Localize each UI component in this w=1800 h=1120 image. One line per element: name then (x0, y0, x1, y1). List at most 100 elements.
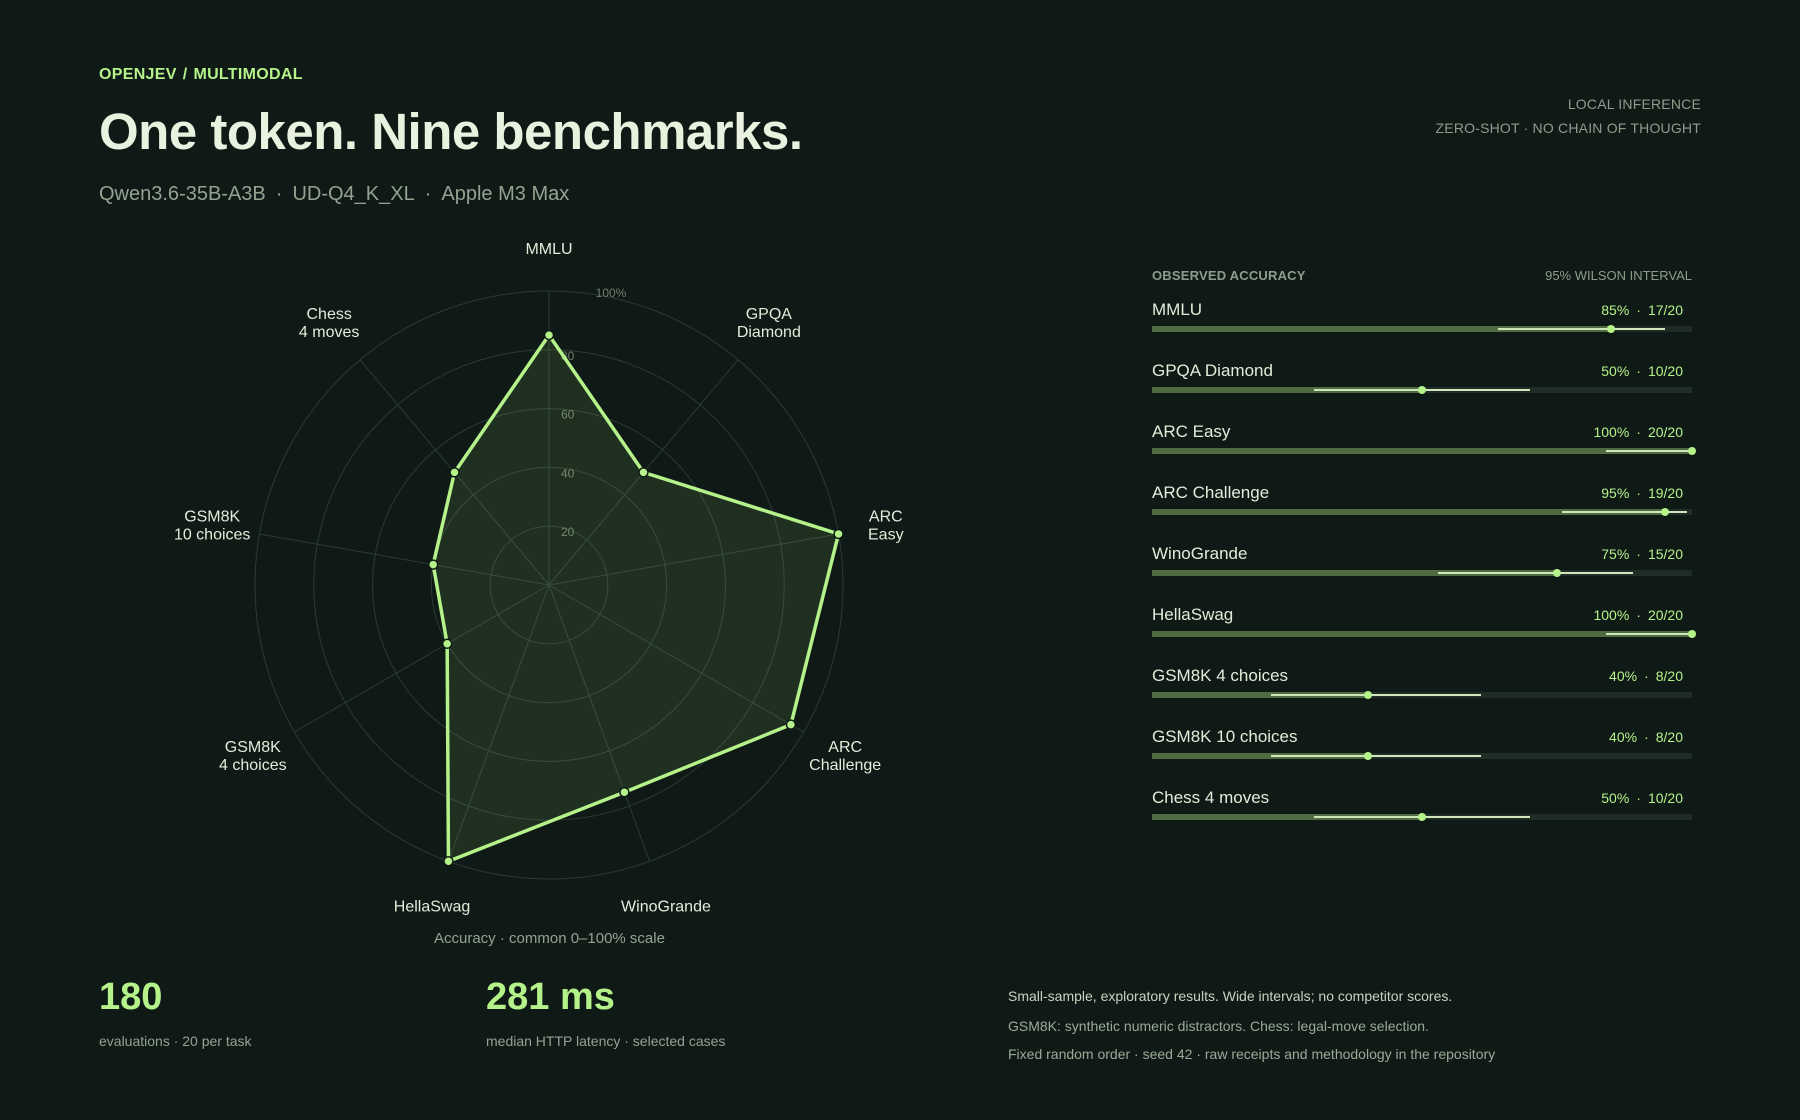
accuracy-row-value: 85% · 17/20 (1601, 302, 1683, 318)
radar-point (785, 719, 797, 730)
wilson-interval-line (1605, 633, 1692, 635)
value-separator: · (1636, 485, 1641, 501)
model-subtitle: Qwen3.6-35B-A3B · UD-Q4_K_XL · Apple M3 Max (99, 183, 569, 206)
value-separator: · (1644, 729, 1649, 745)
accuracy-count: 19/20 (1647, 485, 1683, 501)
radar-ring-label: 60 (561, 408, 575, 422)
accuracy-panel: OBSERVED ACCURACY 95% WILSON INTERVAL MM… (1152, 266, 1696, 821)
accuracy-row-value: 100% · 20/20 (1593, 607, 1683, 623)
run-settings: LOCAL INFERENCE ZERO-SHOT · NO CHAIN OF … (1436, 92, 1701, 140)
accuracy-point (1688, 630, 1696, 638)
accuracy-percent: 75% (1601, 546, 1630, 562)
accuracy-percent: 100% (1593, 607, 1630, 623)
radar-ring-label: 100% (596, 286, 627, 300)
radar-spoke (259, 533, 550, 586)
stat-value: 281 ms (486, 976, 615, 1018)
accuracy-panel-header: OBSERVED ACCURACY 95% WILSON INTERVAL (1152, 266, 1692, 296)
wilson-interval-line (1270, 755, 1482, 757)
accuracy-row-value: 40% · 8/20 (1609, 729, 1683, 745)
value-separator: · (1644, 668, 1649, 684)
accuracy-count: 8/20 (1655, 668, 1683, 684)
accuracy-row: ARC Easy 100% · 20/20 (1152, 378, 1696, 455)
radar-point (441, 638, 453, 650)
accuracy-count: 10/20 (1647, 790, 1683, 806)
accuracy-bar-fill (1152, 631, 1692, 637)
wilson-interval-line (1438, 572, 1633, 574)
accuracy-point (1688, 447, 1696, 455)
radar-spoke (447, 584, 550, 862)
accuracy-point (1418, 386, 1426, 394)
radar-ring-label: 40 (561, 466, 575, 480)
accuracy-row-label: GSM8K 10 choices (1152, 727, 1298, 746)
evaluations-stat: 180 evaluations · 20 per task (99, 976, 252, 1049)
radar-point (443, 856, 454, 867)
value-separator: · (1636, 302, 1641, 318)
accuracy-percent: 85% (1601, 302, 1630, 318)
radar-axis-label: ARC Challenge (809, 739, 881, 774)
accuracy-row-value: 40% · 8/20 (1609, 668, 1683, 684)
wilson-interval-line (1605, 450, 1692, 452)
accuracy-row-label: MMLU (1152, 300, 1203, 319)
value-separator: · (1636, 546, 1641, 562)
accuracy-row: GSM8K 10 choices 40% · 8/20 (1152, 683, 1692, 760)
accuracy-row-label: HellaSwag (1152, 605, 1234, 624)
hardware-name: Apple M3 Max (441, 183, 570, 205)
accuracy-point (1364, 691, 1372, 699)
accuracy-row-value: 50% · 10/20 (1601, 790, 1683, 806)
accuracy-row: GSM8K 4 choices 40% · 8/20 (1152, 622, 1692, 699)
accuracy-point (1364, 752, 1372, 760)
wilson-interval-line (1562, 511, 1687, 513)
radar-point (427, 559, 439, 570)
stat-value: 180 (99, 976, 163, 1018)
note-main: Small-sample, exploratory results. Wide … (1008, 988, 1453, 1004)
accuracy-row: Chess 4 moves 50% · 10/20 (1152, 744, 1692, 821)
breadcrumb: OPENJEV / MULTIMODAL (99, 66, 303, 84)
radar-axis-label: Chess 4 moves (299, 306, 359, 341)
radar-axis-label: GPQA Diamond (737, 306, 801, 341)
accuracy-row-value: 75% · 15/20 (1601, 546, 1683, 562)
radar-spoke (548, 533, 839, 586)
quantization-name: UD-Q4_K_XL (292, 183, 415, 205)
accuracy-percent: 40% (1609, 729, 1638, 745)
stat-label: median HTTP latency · selected cases (486, 1033, 726, 1049)
accuracy-bar-fill (1152, 570, 1557, 576)
radar-caption: Accuracy · common 0–100% scale (434, 930, 665, 947)
radar-series-area (431, 333, 841, 864)
note-line: GSM8K: synthetic numeric distractors. Ch… (1008, 1018, 1429, 1034)
accuracy-count: 10/20 (1647, 363, 1683, 379)
accuracy-row-label: GSM8K 4 choices (1152, 666, 1289, 685)
breadcrumb-item[interactable]: MULTIMODAL (193, 66, 303, 83)
accuracy-count: 15/20 (1647, 546, 1683, 562)
accuracy-count: 8/20 (1655, 729, 1683, 745)
wilson-interval-line (1497, 328, 1665, 330)
accuracy-panel-title: OBSERVED ACCURACY (1152, 268, 1306, 283)
radar-axis-label: GSM8K 4 choices (219, 739, 287, 774)
subtitle-separator: · (275, 183, 283, 205)
accuracy-row: WinoGrande 75% · 15/20 (1152, 500, 1692, 577)
value-separator: · (1636, 424, 1641, 440)
radar-point (449, 467, 460, 478)
accuracy-row: GPQA Diamond 50% · 10/20 (1152, 317, 1692, 394)
accuracy-bar-fill (1152, 692, 1368, 698)
stat-label: evaluations · 20 per task (99, 1033, 252, 1049)
radar-point (638, 467, 649, 478)
wilson-interval-line (1270, 694, 1482, 696)
radar-axis-label: ARC Easy (868, 509, 904, 544)
value-separator: · (1636, 363, 1641, 379)
accuracy-bar-fill (1152, 387, 1422, 393)
breadcrumb-item[interactable]: OPENJEV (99, 66, 177, 83)
note-line: Fixed random order · seed 42 · raw recei… (1008, 1046, 1496, 1062)
accuracy-percent: 50% (1601, 790, 1630, 806)
accuracy-row-value: 100% · 20/20 (1593, 424, 1683, 440)
accuracy-bar-fill (1152, 509, 1665, 515)
accuracy-row: ARC Challenge 95% · 19/20 (1152, 439, 1692, 516)
accuracy-percent: 50% (1601, 363, 1630, 379)
accuracy-bar-fill (1152, 753, 1368, 759)
interval-label: 95% WILSON INTERVAL (1545, 268, 1692, 283)
radar-spoke (548, 584, 804, 733)
accuracy-row: MMLU 85% · 17/20 (1152, 256, 1692, 333)
accuracy-percent: 100% (1593, 424, 1630, 440)
accuracy-row-label: WinoGrande (1152, 544, 1248, 563)
value-separator: · (1636, 790, 1641, 806)
accuracy-point (1661, 508, 1669, 516)
